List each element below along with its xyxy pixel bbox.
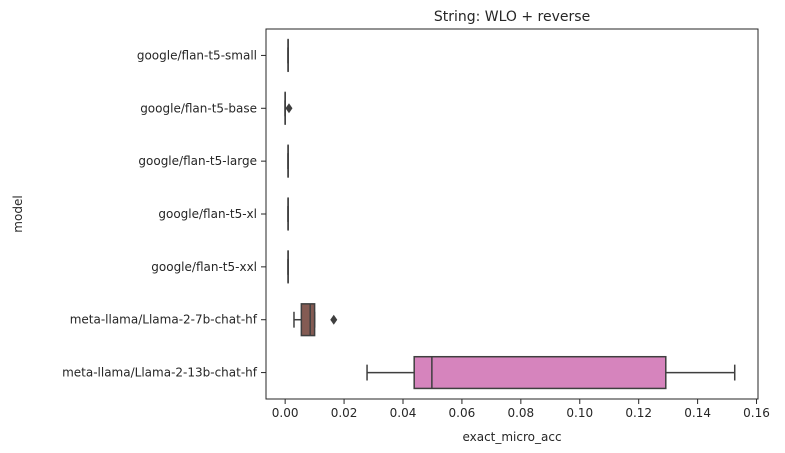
- y-tick-label: google/flan-t5-base: [140, 101, 257, 115]
- y-tick-label: google/flan-t5-xl: [158, 207, 257, 221]
- x-tick-label: 0.10: [566, 406, 593, 420]
- box-6: [366, 355, 736, 390]
- box-iqr: [413, 355, 667, 390]
- x-tick-label: 0.12: [625, 406, 652, 420]
- x-tick-label: 0.16: [743, 406, 770, 420]
- box-iqr: [300, 303, 316, 337]
- y-tick-label: meta-llama/Llama-2-13b-chat-hf: [62, 366, 258, 380]
- x-tick-label: 0.08: [507, 406, 534, 420]
- y-axis-label: model: [11, 195, 25, 232]
- x-tick-label: 0.14: [684, 406, 711, 420]
- box-5: [293, 303, 338, 337]
- x-tick-label: 0.00: [272, 406, 299, 420]
- x-tick-label: 0.02: [331, 406, 358, 420]
- y-tick-label: google/flan-t5-small: [137, 48, 257, 62]
- chart-title: String: WLO + reverse: [434, 9, 590, 25]
- x-tick-label: 0.04: [390, 406, 417, 420]
- y-tick-label: meta-llama/Llama-2-7b-chat-hf: [70, 313, 258, 327]
- y-tick-label: google/flan-t5-xxl: [151, 260, 257, 274]
- plot-area: [284, 38, 736, 390]
- outlier-point: [330, 314, 338, 325]
- x-tick-label: 0.06: [449, 406, 476, 420]
- outlier-point: [285, 103, 293, 114]
- y-tick-label: google/flan-t5-large: [138, 154, 257, 168]
- box-1: [284, 91, 293, 125]
- plot-frame: [265, 28, 759, 400]
- x-axis-label: exact_micro_acc: [462, 430, 561, 444]
